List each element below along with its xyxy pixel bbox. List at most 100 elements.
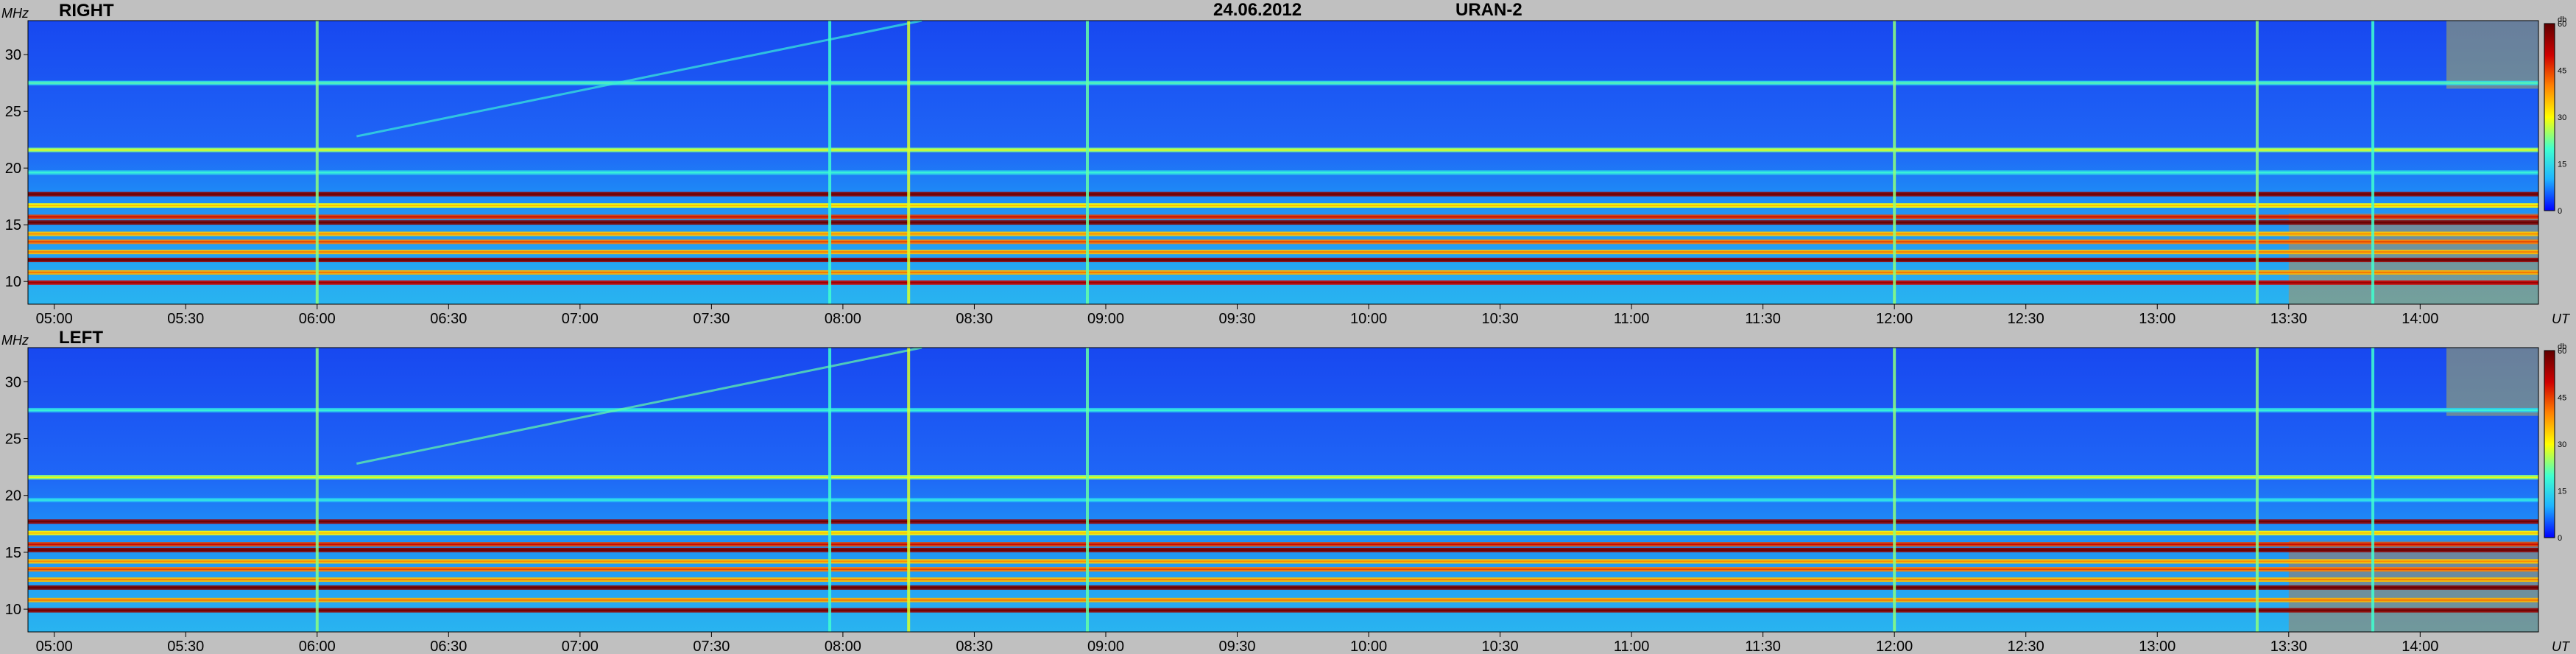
- colorbar-unit-label: db: [2558, 342, 2566, 351]
- frequency-band-core: [28, 233, 2538, 235]
- y-unit-label: MHz: [1, 6, 29, 21]
- plot-frame: [27, 347, 2539, 633]
- y-tick-label: 10: [5, 602, 21, 618]
- frequency-band-core: [28, 521, 2538, 523]
- vertical-burst: [1893, 21, 1896, 304]
- frequency-band-core: [28, 271, 2538, 273]
- colorbar-tick-label: 45: [2558, 394, 2566, 403]
- x-tick-label: 05:00: [36, 639, 73, 654]
- vertical-burst: [907, 348, 911, 632]
- x-tick-label: 11:00: [1614, 311, 1650, 327]
- frequency-band-core: [28, 586, 2538, 588]
- y-tick-label: 15: [5, 545, 21, 561]
- colorbar-unit-label: db: [2558, 15, 2566, 24]
- colorbar: [2544, 350, 2555, 538]
- vertical-burst: [1893, 348, 1896, 632]
- frequency-band-core: [28, 281, 2538, 284]
- frequency-band-core: [28, 532, 2538, 534]
- colorbar-tick-label: 30: [2558, 440, 2566, 449]
- instrument-title: URAN-2: [1455, 0, 1522, 20]
- frequency-band-core: [28, 149, 2538, 151]
- x-unit-label: UT: [2552, 312, 2571, 326]
- x-tick-label: 07:00: [562, 311, 599, 327]
- frequency-band-core: [28, 222, 2538, 224]
- x-tick-label: 14:00: [2402, 639, 2438, 654]
- colorbar-tick-label: 45: [2558, 67, 2566, 76]
- frequency-band-core: [28, 205, 2538, 207]
- x-tick-label: 05:30: [167, 639, 204, 654]
- spectrogram-background: [28, 21, 2538, 304]
- x-tick-label: 08:30: [956, 639, 992, 654]
- frequency-band-core: [28, 251, 2538, 253]
- frequency-band-core: [28, 609, 2538, 611]
- x-tick-label: 13:30: [2270, 639, 2307, 654]
- colorbar-tick-label: 60: [2558, 20, 2566, 29]
- vertical-burst: [315, 21, 319, 304]
- y-tick-label: 10: [5, 274, 21, 290]
- x-tick-label: 08:00: [825, 639, 861, 654]
- frequency-band-core: [28, 599, 2538, 601]
- x-tick-label: 09:00: [1087, 639, 1124, 654]
- y-tick-label: 25: [5, 104, 21, 120]
- y-tick-label: 30: [5, 47, 21, 63]
- panel-left: LEFT MHz 10 15 20 25 30 05:00 05:30 06:00 06:30 07:…: [1, 328, 2571, 654]
- drift-burst: [356, 19, 922, 138]
- x-tick-label: 13:00: [2139, 639, 2176, 654]
- plot-frame: [27, 20, 2539, 305]
- x-tick-label: 05:30: [167, 311, 204, 327]
- x-tick-label: 08:30: [956, 311, 992, 327]
- y-tick-label: 25: [5, 432, 21, 448]
- frequency-band-core: [28, 259, 2538, 261]
- panel-label: RIGHT: [59, 1, 114, 21]
- frequency-band-core: [28, 544, 2538, 546]
- frequency-band-core: [28, 409, 2538, 411]
- frequency-band-core: [28, 193, 2538, 195]
- vertical-burst: [315, 348, 319, 632]
- x-tick-label: 12:00: [1876, 639, 1913, 654]
- vertical-burst: [828, 21, 832, 304]
- frequency-band-core: [28, 560, 2538, 563]
- colorbar: [2544, 23, 2555, 211]
- x-tick-label: 11:30: [1745, 311, 1781, 327]
- frequency-band-core: [28, 241, 2538, 243]
- x-tick-label: 11:30: [1745, 639, 1781, 654]
- enhancement-region: [2446, 348, 2538, 416]
- enhancement-region: [2446, 21, 2538, 89]
- x-tick-label: 13:00: [2139, 311, 2176, 327]
- frequency-band-core: [28, 477, 2538, 479]
- spectrogram-background: [28, 348, 2538, 632]
- frequency-band-core: [28, 82, 2538, 84]
- x-tick-label: 06:00: [299, 311, 336, 327]
- y-unit-label: MHz: [1, 333, 29, 348]
- frequency-band-core: [28, 569, 2538, 571]
- panel-right: RIGHT MHz 10 15 20 25 30 05:00 05:30 06:00 06:30 07…: [1, 1, 2571, 327]
- colorbar-tick-label: 0: [2558, 534, 2562, 543]
- x-unit-label: UT: [2552, 639, 2571, 654]
- x-tick-label: 10:00: [1350, 639, 1387, 654]
- x-tick-label: 05:00: [36, 311, 73, 327]
- y-tick-label: 30: [5, 374, 21, 390]
- x-tick-label: 07:30: [693, 639, 730, 654]
- x-tick-label: 14:00: [2402, 311, 2438, 327]
- y-tick-label: 15: [5, 217, 21, 233]
- x-tick-label: 10:30: [1482, 639, 1519, 654]
- frequency-band-core: [28, 216, 2538, 218]
- y-tick-label: 20: [5, 488, 21, 504]
- x-tick-label: 06:00: [299, 639, 336, 654]
- colorbar-tick-label: 15: [2558, 488, 2566, 496]
- x-tick-label: 07:00: [562, 639, 599, 654]
- drift-burst: [356, 346, 922, 465]
- frequency-band-core: [28, 549, 2538, 551]
- colorbar-tick-label: 60: [2558, 347, 2566, 356]
- vertical-burst: [2255, 21, 2259, 304]
- frequency-band-core: [28, 578, 2538, 580]
- vertical-burst: [1085, 21, 1089, 304]
- x-tick-label: 09:30: [1218, 639, 1255, 654]
- vertical-burst: [907, 21, 911, 304]
- x-tick-label: 06:30: [430, 311, 467, 327]
- colorbar-tick-label: 30: [2558, 113, 2566, 122]
- colorbar-tick-label: 15: [2558, 161, 2566, 169]
- frequency-band-core: [28, 499, 2538, 501]
- x-tick-label: 06:30: [430, 639, 467, 654]
